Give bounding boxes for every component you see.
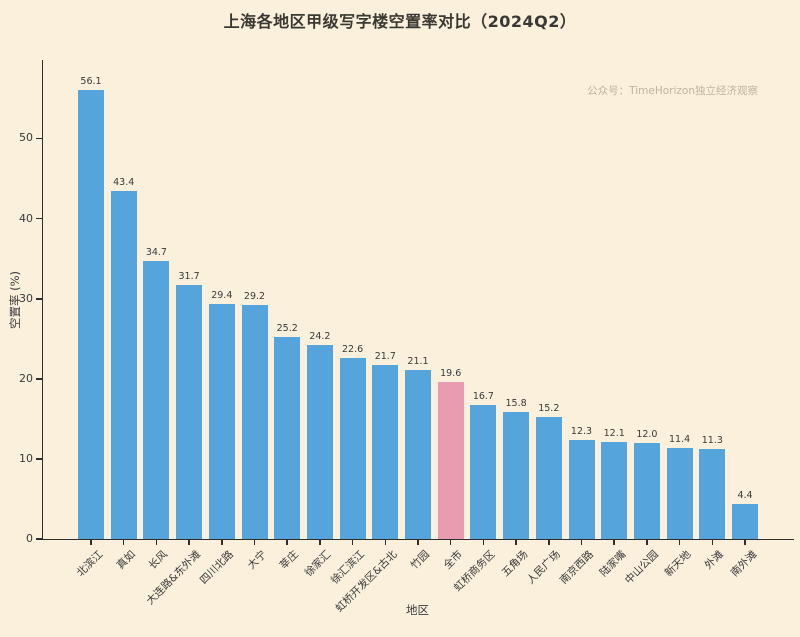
- x-tick-mark: [417, 539, 419, 545]
- x-tick-mark: [515, 539, 517, 545]
- bar: [470, 405, 497, 539]
- bar: [306, 345, 333, 539]
- x-tick-label: 中山公园: [622, 548, 661, 587]
- bar: [535, 417, 562, 539]
- x-tick-mark: [155, 539, 158, 545]
- y-tick-label: 20: [19, 371, 33, 385]
- bar: [568, 440, 595, 539]
- bar: [405, 370, 431, 539]
- bar: [732, 503, 758, 539]
- bar: [176, 285, 203, 539]
- x-tick-mark: [253, 539, 256, 545]
- bar-highlighted: [437, 382, 464, 539]
- x-tick-mark: [613, 539, 615, 545]
- bar: [208, 303, 235, 539]
- x-tick-label: 长风: [146, 548, 171, 572]
- x-tick-label: 北滨江: [74, 548, 105, 580]
- bar-value-label: 24.2: [309, 331, 331, 343]
- x-tick-mark: [744, 539, 746, 545]
- bar: [699, 448, 726, 539]
- bar: [241, 305, 268, 539]
- bar-value-label: 34.7: [145, 247, 167, 259]
- y-tick-label: 30: [19, 291, 33, 305]
- x-tick-mark: [351, 539, 354, 545]
- y-tick-label: 0: [26, 532, 33, 545]
- bar: [339, 357, 366, 539]
- bar-value-label: 29.4: [211, 289, 233, 301]
- x-tick-mark: [122, 539, 125, 545]
- x-tick-label: 新天地: [662, 548, 694, 580]
- x-tick-label: 南京西路: [557, 548, 596, 587]
- bar-value-label: 21.1: [407, 356, 429, 367]
- watermark-text: 公众号：TimeHorizon独立经济观察: [587, 85, 758, 97]
- x-tick-mark: [90, 539, 92, 545]
- y-tick-label: 40: [19, 211, 33, 225]
- chart-title: 上海各地区甲级写字楼空置率对比（2024Q2）: [223, 12, 577, 31]
- bar: [503, 412, 530, 539]
- x-tick-label: 南外滩: [728, 548, 759, 580]
- bar-value-label: 21.7: [374, 351, 396, 363]
- bar-value-label: 31.7: [178, 271, 200, 283]
- bar: [143, 261, 170, 539]
- x-tick-label: 人民广场: [524, 548, 563, 587]
- x-tick-label: 真如: [114, 548, 138, 572]
- bar: [274, 337, 301, 539]
- x-tick-label: 四川北路: [197, 548, 236, 587]
- bar-value-label: 12.3: [570, 426, 593, 438]
- bar: [372, 365, 399, 539]
- x-tick-label: 全市: [441, 548, 465, 572]
- x-tick-mark: [188, 539, 190, 545]
- x-tick-mark: [548, 539, 550, 545]
- bar-value-label: 4.4: [737, 489, 753, 501]
- x-tick-mark: [646, 539, 648, 545]
- x-tick-label: 竹园: [408, 548, 432, 572]
- bar: [666, 447, 693, 539]
- x-tick-label: 外滩: [702, 548, 727, 572]
- bar: [633, 442, 660, 539]
- bar-value-label: 22.6: [342, 343, 364, 355]
- bar-value-label: 16.7: [472, 391, 494, 403]
- bar-value-label: 11.3: [701, 434, 723, 446]
- bar-value-label: 15.8: [505, 398, 527, 410]
- bar-value-label: 12.1: [603, 428, 625, 440]
- y-tick-mark: [36, 457, 42, 460]
- y-tick-label: 50: [19, 131, 33, 145]
- x-tick-mark: [449, 539, 452, 545]
- y-tick-mark: [36, 377, 42, 380]
- bar-value-label: 12.0: [636, 428, 658, 440]
- y-tick-mark: [36, 217, 42, 220]
- y-tick-mark: [36, 297, 42, 300]
- x-tick-mark: [482, 539, 485, 545]
- x-tick-label: 莘庄: [277, 548, 302, 572]
- bar-value-label: 19.6: [440, 368, 462, 380]
- y-tick-label: 10: [19, 451, 33, 465]
- x-tick-mark: [580, 539, 583, 545]
- x-axis-label: 地区: [406, 603, 429, 617]
- bar-value-label: 25.2: [276, 323, 298, 335]
- bar-value-label: 29.2: [243, 291, 266, 303]
- x-tick-mark: [286, 539, 288, 545]
- plot-area: 0 10 20 30 40 50 56.1 北滨江 43.4 真如 34.7 长风 31.7 大连路&东外…: [19, 60, 794, 615]
- bar-value-label: 56.1: [80, 75, 102, 87]
- x-tick-mark: [319, 539, 321, 545]
- x-tick-mark: [384, 539, 387, 545]
- bar: [78, 89, 104, 539]
- x-tick-mark: [678, 539, 681, 545]
- y-tick-mark: [36, 538, 42, 540]
- bar-value-label: 11.4: [669, 433, 691, 445]
- bar: [601, 442, 628, 539]
- bar: [110, 191, 137, 539]
- x-tick-mark: [711, 539, 714, 545]
- x-tick-mark: [221, 539, 223, 545]
- bar-value-label: 43.4: [113, 177, 135, 189]
- y-tick-mark: [36, 137, 42, 140]
- bar-value-label: 15.2: [538, 403, 560, 415]
- x-tick-label: 大宁: [245, 548, 269, 572]
